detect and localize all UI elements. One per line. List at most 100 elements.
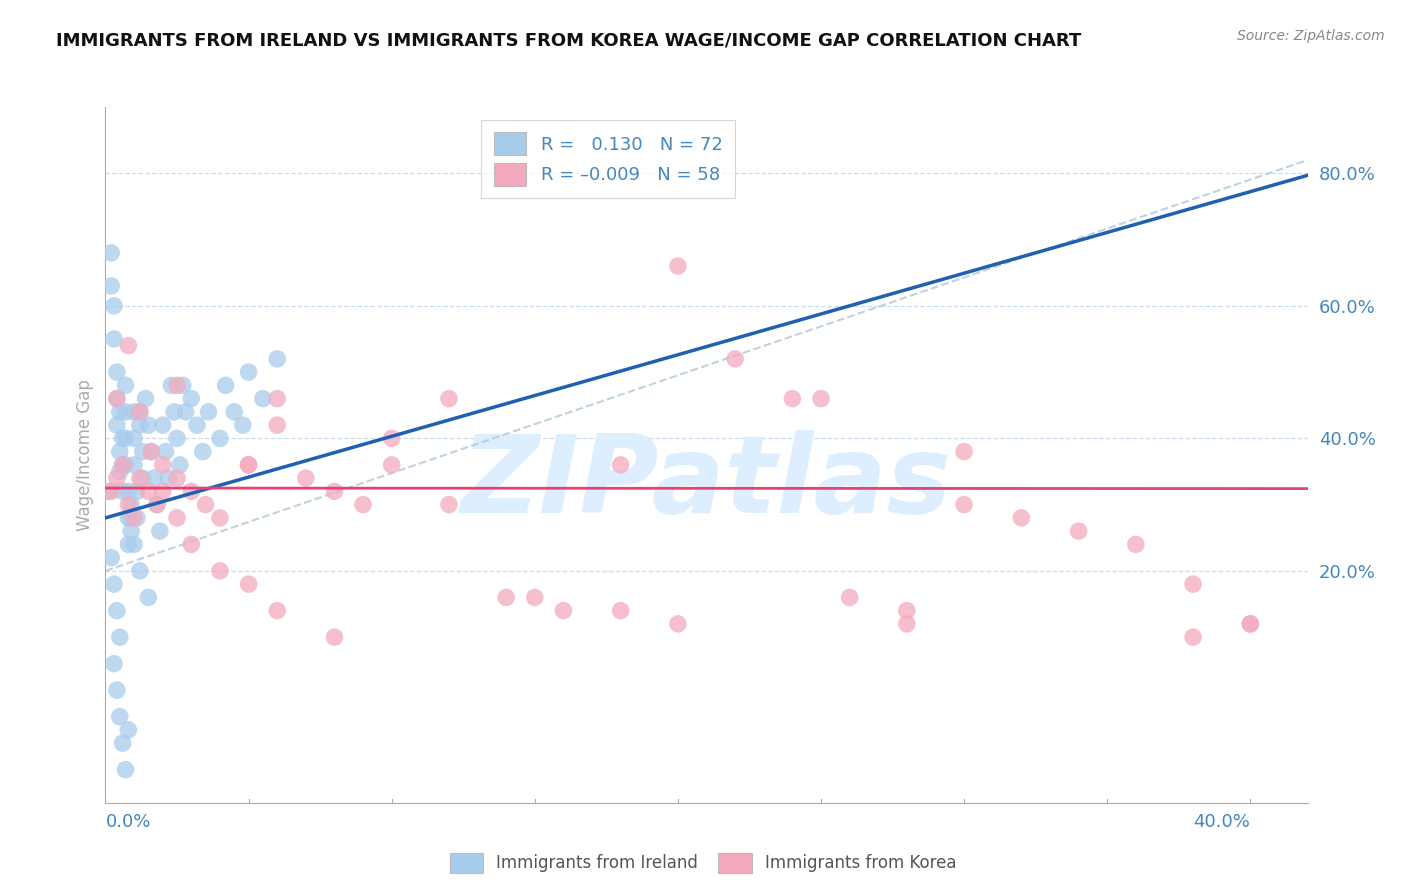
Point bbox=[105, 471, 128, 485]
Point bbox=[111, 431, 134, 445]
Point bbox=[100, 279, 122, 293]
Point bbox=[122, 431, 145, 445]
Point bbox=[838, 591, 860, 605]
Point bbox=[1239, 616, 1261, 631]
Point bbox=[103, 657, 125, 671]
Point bbox=[174, 405, 197, 419]
Point bbox=[323, 630, 346, 644]
Point bbox=[117, 511, 139, 525]
Point bbox=[114, 763, 136, 777]
Point bbox=[166, 431, 188, 445]
Point bbox=[1010, 511, 1032, 525]
Point bbox=[295, 471, 318, 485]
Point bbox=[108, 444, 131, 458]
Point bbox=[105, 604, 128, 618]
Point bbox=[103, 332, 125, 346]
Point bbox=[135, 392, 157, 406]
Point bbox=[194, 498, 217, 512]
Point bbox=[437, 498, 460, 512]
Point bbox=[238, 458, 260, 472]
Point bbox=[131, 471, 153, 485]
Point bbox=[157, 471, 180, 485]
Point bbox=[266, 604, 288, 618]
Point bbox=[152, 418, 174, 433]
Point bbox=[152, 484, 174, 499]
Point bbox=[138, 591, 160, 605]
Point bbox=[117, 498, 139, 512]
Point bbox=[120, 524, 142, 538]
Point bbox=[197, 405, 219, 419]
Point bbox=[128, 405, 150, 419]
Point bbox=[100, 550, 122, 565]
Point bbox=[117, 537, 139, 551]
Point bbox=[103, 577, 125, 591]
Point bbox=[111, 484, 134, 499]
Point bbox=[191, 444, 214, 458]
Text: Source: ZipAtlas.com: Source: ZipAtlas.com bbox=[1237, 29, 1385, 43]
Point bbox=[105, 418, 128, 433]
Point bbox=[105, 683, 128, 698]
Point bbox=[208, 431, 231, 445]
Point bbox=[238, 365, 260, 379]
Point bbox=[117, 723, 139, 737]
Point bbox=[114, 378, 136, 392]
Point bbox=[114, 405, 136, 419]
Point bbox=[1067, 524, 1090, 538]
Point bbox=[232, 418, 254, 433]
Point bbox=[122, 458, 145, 472]
Point bbox=[724, 351, 747, 366]
Point bbox=[1182, 630, 1205, 644]
Point bbox=[437, 392, 460, 406]
Point bbox=[896, 604, 918, 618]
Point bbox=[166, 511, 188, 525]
Point bbox=[141, 444, 163, 458]
Point bbox=[97, 484, 120, 499]
Point bbox=[495, 591, 517, 605]
Point bbox=[214, 378, 236, 392]
Point bbox=[138, 484, 160, 499]
Y-axis label: Wage/Income Gap: Wage/Income Gap bbox=[76, 379, 94, 531]
Point bbox=[208, 564, 231, 578]
Point bbox=[381, 458, 404, 472]
Point bbox=[180, 484, 202, 499]
Point bbox=[114, 458, 136, 472]
Point bbox=[117, 338, 139, 352]
Point bbox=[266, 392, 288, 406]
Point bbox=[120, 498, 142, 512]
Point bbox=[266, 418, 288, 433]
Point bbox=[252, 392, 274, 406]
Point bbox=[160, 378, 183, 392]
Point bbox=[810, 392, 832, 406]
Point bbox=[523, 591, 546, 605]
Text: ZIPatlas: ZIPatlas bbox=[461, 430, 952, 536]
Point bbox=[108, 465, 131, 479]
Point bbox=[266, 351, 288, 366]
Point bbox=[553, 604, 575, 618]
Point bbox=[111, 736, 134, 750]
Point bbox=[323, 484, 346, 499]
Point bbox=[111, 458, 134, 472]
Point bbox=[224, 405, 246, 419]
Point bbox=[1182, 577, 1205, 591]
Point bbox=[128, 564, 150, 578]
Point bbox=[609, 458, 631, 472]
Point bbox=[122, 537, 145, 551]
Point bbox=[100, 245, 122, 260]
Point bbox=[105, 392, 128, 406]
Point bbox=[103, 299, 125, 313]
Point bbox=[953, 498, 976, 512]
Point bbox=[100, 484, 122, 499]
Point bbox=[122, 405, 145, 419]
Point bbox=[120, 511, 142, 525]
Point bbox=[128, 405, 150, 419]
Point bbox=[131, 444, 153, 458]
Point bbox=[166, 378, 188, 392]
Point bbox=[352, 498, 374, 512]
Point bbox=[141, 444, 163, 458]
Point bbox=[149, 524, 172, 538]
Point bbox=[138, 418, 160, 433]
Point bbox=[381, 431, 404, 445]
Point bbox=[238, 577, 260, 591]
Point bbox=[666, 616, 689, 631]
Point bbox=[114, 431, 136, 445]
